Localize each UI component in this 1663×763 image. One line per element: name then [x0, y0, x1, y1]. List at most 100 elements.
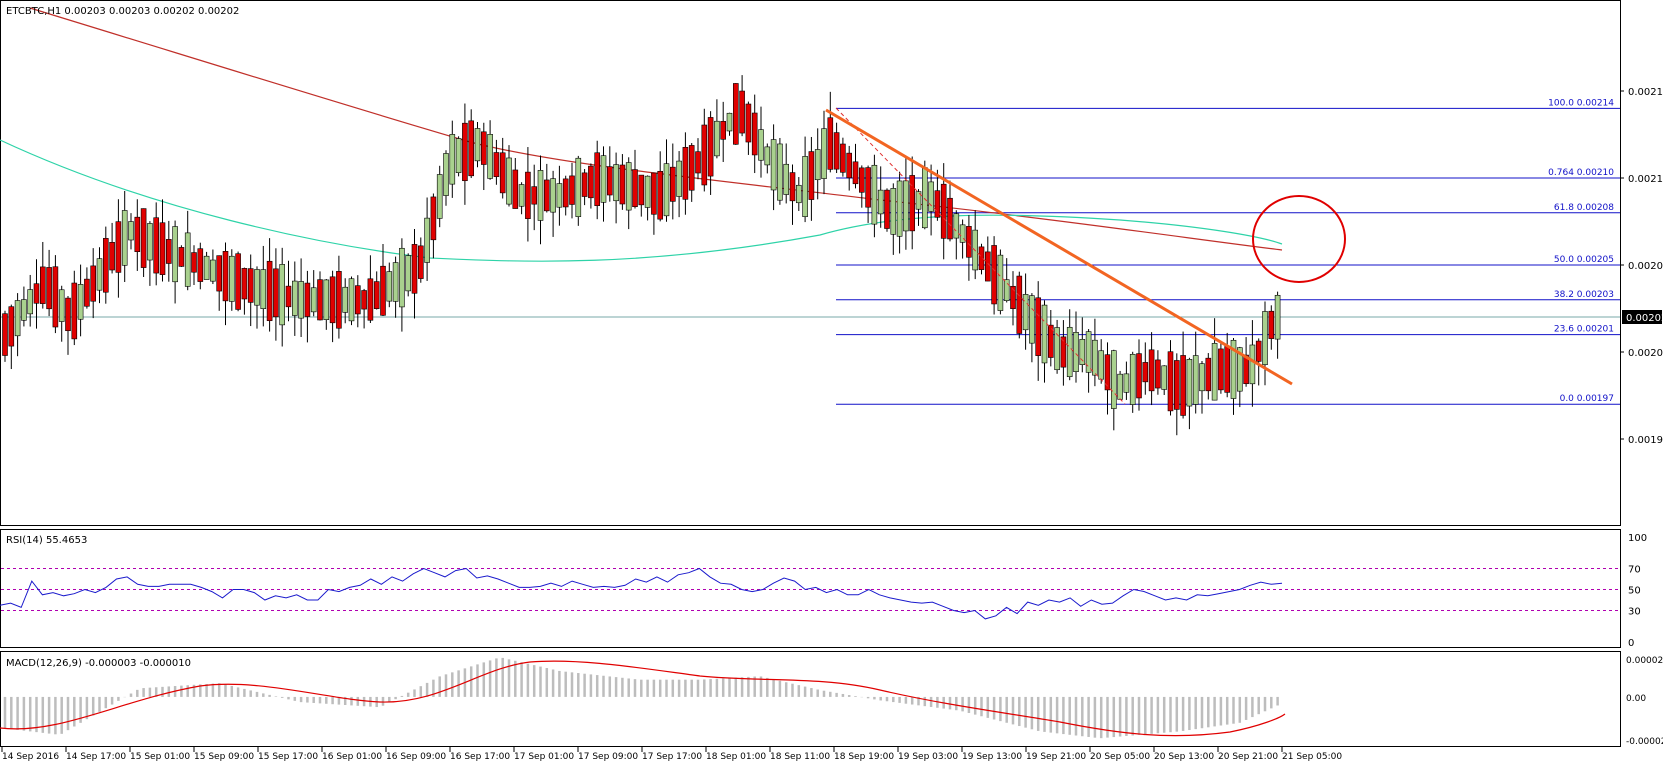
candle-body: [581, 172, 588, 197]
candle-body: [1136, 353, 1142, 399]
candle-body: [821, 128, 827, 179]
candle-body: [222, 251, 229, 302]
price-tick-label: 0.00195: [1628, 435, 1663, 446]
time-tick-label: 15 Sep 09:00: [194, 752, 254, 762]
candle-body: [1255, 340, 1262, 362]
candle-body: [537, 170, 544, 221]
candle-body: [1003, 279, 1010, 301]
time-tick-label: 16 Sep 17:00: [450, 752, 510, 762]
candle-body: [890, 188, 897, 235]
candle-body: [600, 155, 607, 203]
candle-body: [1010, 285, 1016, 309]
candle-body: [140, 208, 147, 268]
candle-body: [411, 244, 418, 294]
moving-average-teal: [0, 139, 1283, 262]
candle-body: [745, 103, 752, 143]
price-tick-label: 0.00205: [1628, 261, 1663, 272]
candle-body: [909, 175, 916, 232]
candle-body: [449, 134, 456, 185]
price-tick-label: 0.00210: [1628, 174, 1663, 185]
candle-body: [317, 279, 323, 321]
candle-body: [1243, 354, 1249, 385]
candle-body: [1041, 304, 1048, 364]
candle-body: [764, 146, 771, 166]
candle-body: [1016, 275, 1023, 334]
candle-body: [1274, 294, 1281, 340]
candle-body: [669, 166, 676, 202]
candle-body: [1035, 297, 1041, 356]
rsi-line: [0, 567, 1283, 620]
candle-body: [77, 284, 84, 320]
candle-body: [1060, 336, 1067, 368]
fibonacci-retracement[interactable]: 100.0 0.00214 0.764 0.00210 61.8 0.00208 50…: [836, 98, 1620, 405]
candle-body: [865, 167, 871, 208]
candle-body: [203, 255, 210, 280]
candle-body: [625, 162, 632, 211]
candle-body: [676, 160, 682, 197]
candle-body: [235, 253, 241, 310]
candle-body: [802, 156, 808, 217]
candle-body: [638, 174, 645, 206]
rsi-tick-label: 50: [1628, 586, 1641, 597]
highlight-circle[interactable]: [1252, 195, 1346, 283]
candle-body: [115, 221, 122, 273]
candle-body: [1237, 347, 1243, 392]
time-tick-label: 18 Sep 19:00: [834, 752, 894, 762]
candle-body: [632, 169, 638, 208]
candle-body: [291, 280, 298, 316]
rsi-tick-label: 30: [1628, 607, 1641, 618]
candle-body: [172, 226, 178, 283]
candle-body: [21, 299, 27, 321]
candle-body: [65, 297, 71, 332]
candle-body: [588, 165, 594, 199]
candle-body: [380, 265, 386, 316]
candle-body: [354, 285, 361, 315]
candle-body: [184, 232, 191, 287]
candle-body: [896, 180, 903, 237]
candle-body: [1111, 350, 1117, 409]
candle-body: [1123, 373, 1130, 393]
candle-body: [707, 117, 714, 177]
candle-body: [1218, 348, 1224, 391]
macd-header: MACD(12,26,9) -0.000003 -0.000010: [6, 658, 191, 669]
candle-body: [342, 286, 349, 313]
descending-trendline[interactable]: [825, 108, 1293, 386]
candle-body: [2, 313, 8, 356]
candle-body: [336, 271, 342, 329]
candle-body: [417, 245, 424, 279]
candle-body: [455, 138, 462, 173]
candle-body: [147, 223, 153, 261]
candle-body: [651, 172, 657, 215]
rsi-tick-label: 100: [1628, 533, 1647, 544]
candle-body: [1161, 365, 1167, 390]
candle-body: [777, 143, 783, 201]
candle-body: [695, 151, 701, 174]
candle-body: [732, 83, 739, 145]
candle-body: [619, 164, 626, 205]
time-tick-label: 21 Sep 05:00: [1282, 752, 1342, 762]
candle-body: [1079, 339, 1086, 365]
candle-body: [367, 278, 374, 321]
candle-body: [405, 255, 412, 292]
candle-body: [1262, 311, 1268, 365]
time-tick-label: 20 Sep 05:00: [1090, 752, 1150, 762]
candle-body: [254, 269, 260, 306]
candle-body: [1117, 373, 1123, 400]
candle-body: [39, 266, 46, 304]
candle-body: [1104, 354, 1111, 391]
candle-body: [1029, 295, 1035, 344]
candle-body: [984, 251, 991, 282]
candle-body: [90, 265, 96, 302]
candle-body: [1174, 360, 1180, 410]
candle-body: [871, 164, 878, 225]
candle-body: [1211, 343, 1218, 401]
candle-body: [562, 178, 569, 208]
candle-body: [436, 174, 443, 219]
candle-body: [197, 248, 204, 282]
candle-body: [348, 278, 355, 322]
candle-body: [833, 132, 840, 170]
candle-body: [493, 152, 500, 178]
candle-body: [751, 112, 758, 156]
